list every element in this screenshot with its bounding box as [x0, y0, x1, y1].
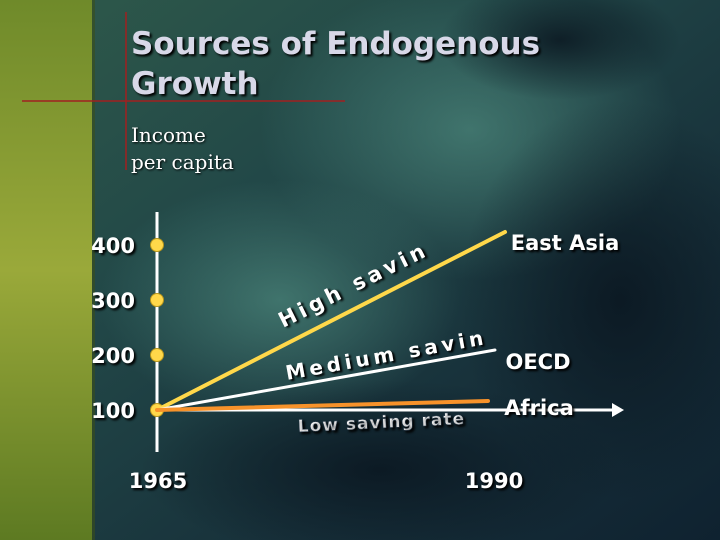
series-line-label-east-asia: High saving rates [0, 0, 432, 332]
title-line-2: Growth [131, 66, 259, 102]
y-axis-title-line-1: Income [131, 123, 206, 147]
x-tick-label-1990: 1990 [465, 469, 523, 493]
series-line-label-text-oecd: Medium saving rates [0, 0, 485, 385]
y-tick-label-300: 300 [91, 289, 135, 313]
x-axis-arrowhead [612, 403, 624, 417]
y-axis-title: Income per capita [131, 122, 331, 176]
title-line-1: Sources of Endogenous [131, 26, 541, 62]
y-tick-dot-300 [150, 293, 164, 307]
y-tick-label-400: 400 [91, 234, 135, 258]
series-name-africa: Africa [504, 396, 574, 420]
series-line-label-oecd: Medium saving rates [0, 0, 489, 385]
slide-title: Sources of Endogenous Growth [131, 24, 611, 104]
y-axis-title-line-2: per capita [131, 150, 234, 174]
series-name-oecd: OECD [505, 350, 570, 374]
y-tick-dot-400 [150, 238, 164, 252]
series-name-east-asia: East Asia [511, 231, 620, 255]
series-line-label-text-east-asia: High saving rates [0, 0, 428, 332]
series-line-oecd [155, 348, 497, 412]
x-tick-label-1965: 1965 [129, 469, 187, 493]
y-tick-label-200: 200 [91, 344, 135, 368]
y-tick-dot-200 [150, 348, 164, 362]
series-line-africa [155, 399, 490, 412]
series-line-east-asia [155, 230, 507, 412]
y-tick-label-100: 100 [91, 399, 135, 423]
